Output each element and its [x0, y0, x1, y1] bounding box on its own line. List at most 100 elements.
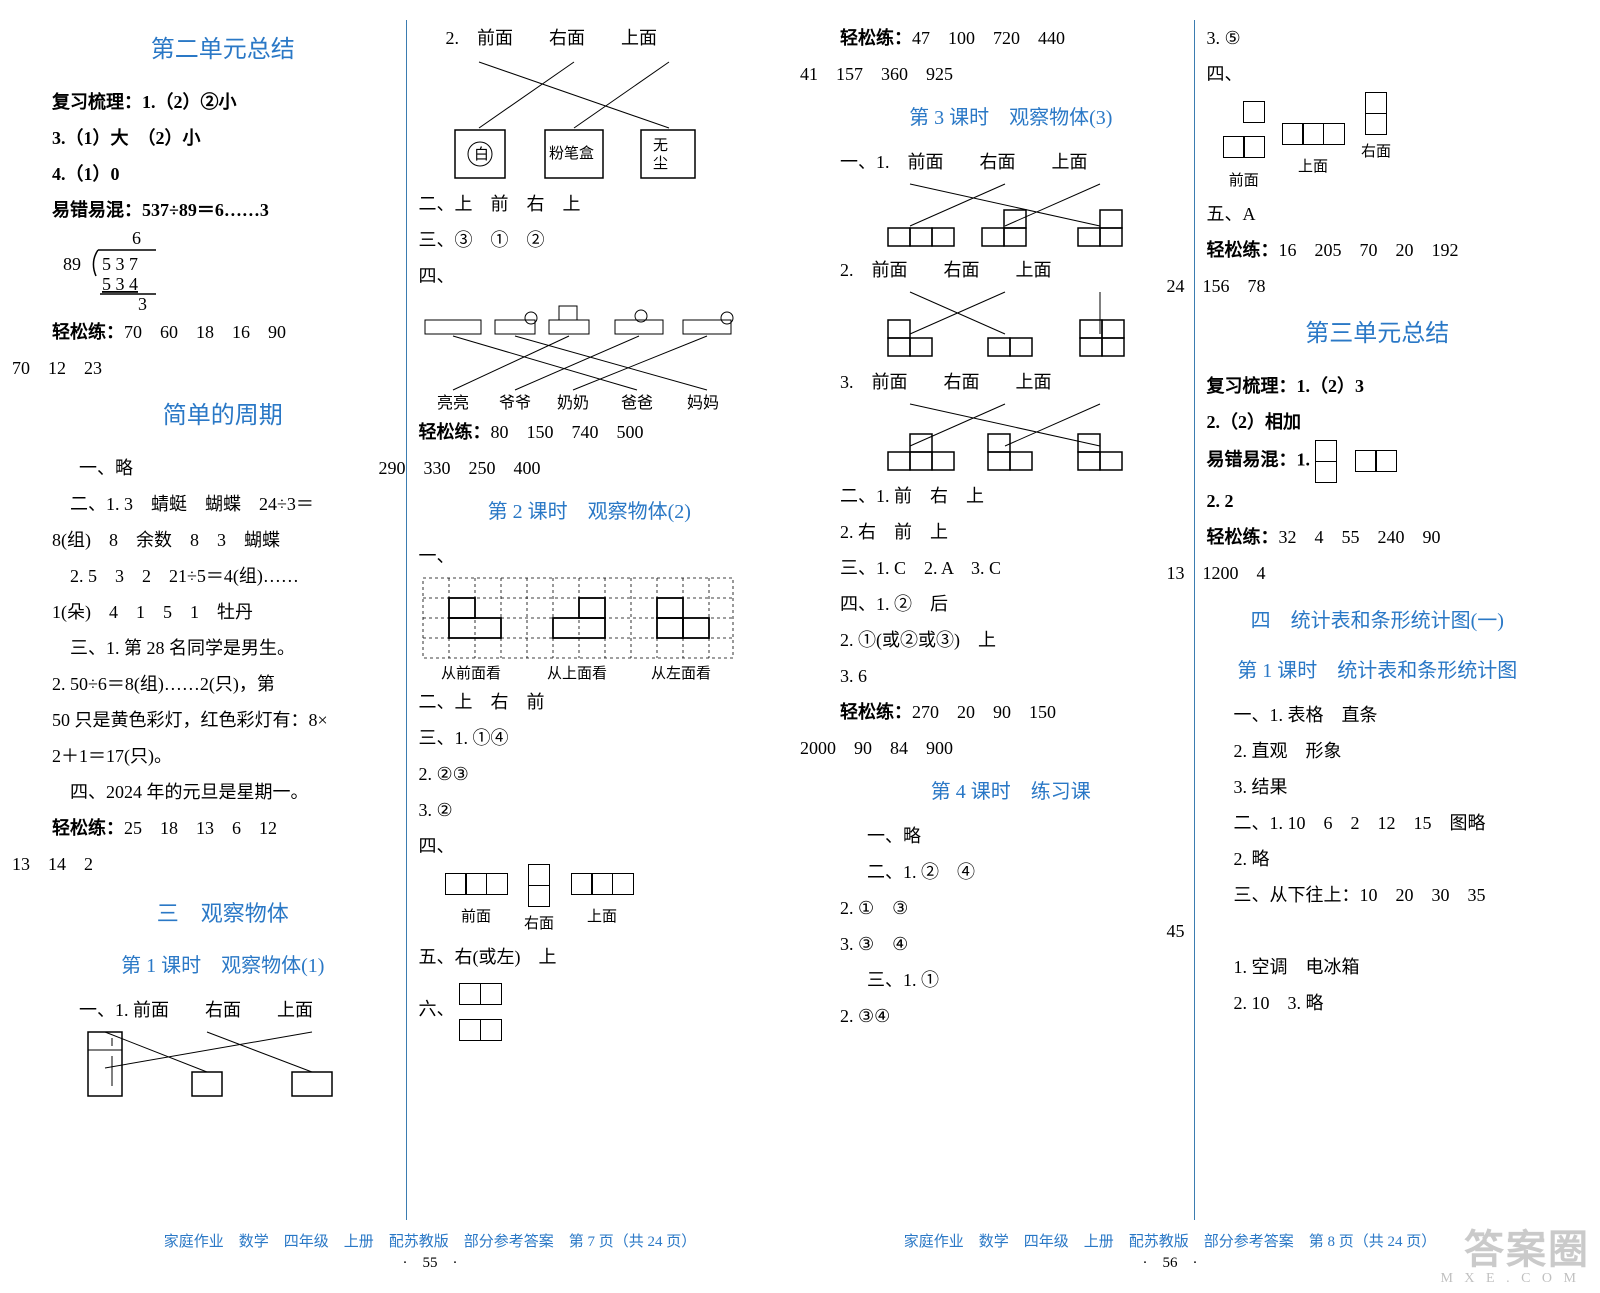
text: 3.（1）大 （2）小 [52, 120, 394, 156]
svg-text:白: 白 [474, 146, 489, 163]
label: 轻松练： [1207, 527, 1279, 547]
text: 45 [1167, 913, 1549, 949]
pagenum-55: · 55 · [403, 1251, 458, 1272]
column-4: 3. ⑤ 四、 前面 上面 右面 五、A 轻松练：16 205 70 20 19… [1195, 20, 1561, 1220]
column-1: 第二单元总结 复习梳理：1.（2）②小 3.（1）大 （2）小 4.（1）0 易… [40, 20, 407, 1220]
svg-text:爸爸: 爸爸 [621, 394, 653, 412]
text: 三、1. ① [840, 962, 1182, 998]
text: 3. ③ ④ [840, 926, 1182, 962]
text: 2.（2）相加 [1207, 404, 1549, 440]
text: 四、 [1207, 56, 1549, 92]
text: 2. 50÷6＝8(组)……2(只)，第 [52, 666, 394, 702]
column-3: 轻松练：47 100 720 440 41 157 360 925 第 3 课时… [800, 20, 1195, 1220]
text: 四、 [419, 828, 761, 864]
text: 2. ① ③ [840, 890, 1182, 926]
text: 三、③ ① ② [419, 222, 761, 258]
label: 轻松练： [1207, 240, 1279, 260]
column-2: 2. 前面 右面 上面 白 粉笔盒 无 尘 二、上 前 右 上 三、③ ① ② … [407, 20, 801, 1220]
text: 三、1. 第 28 名同学是男生。 [52, 630, 394, 666]
text: 2. 5 3 2 21÷5＝4(组)…… [52, 558, 394, 594]
values: 80 150 740 500 [491, 422, 644, 442]
svg-text:粉笔盒: 粉笔盒 [549, 145, 594, 162]
svg-text:奶奶: 奶奶 [557, 394, 589, 412]
svg-text:5 3 7: 5 3 7 [102, 254, 138, 274]
text: 13 1200 4 [1167, 555, 1549, 591]
text: 四、2024 年的元旦是星期一。 [52, 774, 394, 810]
svg-text:尘: 尘 [653, 155, 668, 172]
match-3-2 [870, 288, 1182, 364]
watermark: 答案圈 [1464, 1217, 1590, 1275]
text: 六、 [419, 975, 761, 1047]
text: 8(组) 8 余数 8 3 蝴蝶 [52, 522, 394, 558]
text: 一、1. 表格 直条 [1207, 697, 1549, 733]
heading-unit3: 三 观察物体 [52, 892, 394, 936]
text: 二、1. 10 6 2 12 15 图略 [1207, 805, 1549, 841]
svg-text:爷爷: 爷爷 [499, 394, 531, 412]
text: 复习梳理：1.（2）②小 [52, 84, 394, 120]
match-diagram-1 [82, 1028, 394, 1108]
values: 25 18 13 6 12 [124, 818, 277, 838]
pagenum-56: · 56 · [1143, 1251, 1198, 1272]
text: 四、 [419, 258, 761, 294]
text: 1(朵) 4 1 5 1 牡丹 [52, 594, 394, 630]
svg-text:89: 89 [63, 254, 81, 274]
text: 一、1. 前面 右面 上面 [840, 144, 1182, 180]
values: 32 4 55 240 90 [1279, 527, 1441, 547]
text: 二、1. 3 蜻蜓 蝴蝶 24÷3＝ [52, 486, 394, 522]
text: 三、1. C 2. A 3. C [840, 550, 1182, 586]
heading-lesson2: 第 2 课时 观察物体(2) [419, 492, 761, 532]
text: 50 只是黄色彩灯，红色彩灯有：8× [52, 702, 394, 738]
svg-text:从左面看: 从左面看 [651, 665, 711, 682]
heading-unit2-summary: 第二单元总结 [52, 26, 394, 74]
svg-text:无: 无 [653, 138, 668, 154]
text: 三、1. ①④ [419, 720, 761, 756]
footer-right: 家庭作业 数学 四年级 上册 配苏教版 部分参考答案 第 8 页（共 24 页） [904, 1230, 1437, 1251]
text: 3. 结果 [1207, 769, 1549, 805]
text: 二、上 前 右 上 [419, 186, 761, 222]
text: 2. 右 前 上 [840, 514, 1182, 550]
text: 1. 空调 电冰箱 [1207, 949, 1549, 985]
text: 二、1. ② ④ [840, 854, 1182, 890]
text: 2. ①(或②或③) 上 [840, 622, 1182, 658]
text: 3. 前面 右面 上面 [840, 364, 1182, 400]
text: 2. 前面 右面 上面 [840, 252, 1182, 288]
text: 3. ② [419, 792, 761, 828]
text: 2. ③④ [840, 998, 1182, 1034]
text: 70 12 23 [12, 350, 394, 386]
long-division: 6 89 5 3 7 5 3 4 3 [60, 228, 394, 314]
svg-text:从上面看: 从上面看 [547, 665, 607, 682]
match-3-3 [870, 400, 1182, 478]
text: 2. 直观 形象 [1207, 733, 1549, 769]
text: 2. ②③ [419, 756, 761, 792]
text: 一、1. 前面 右面 上面 [52, 992, 394, 1028]
values: 47 100 720 440 [912, 28, 1065, 48]
text: 四、1. ② 后 [840, 586, 1182, 622]
text: 2. 前面 右面 上面 [419, 20, 761, 56]
text: 3. 6 [840, 658, 1182, 694]
values: 70 60 18 16 90 [124, 322, 286, 342]
text: 一、略 [840, 818, 1182, 854]
footer-left: 家庭作业 数学 四年级 上册 配苏教版 部分参考答案 第 7 页（共 24 页） [164, 1230, 697, 1251]
text: 二、上 右 前 [419, 684, 761, 720]
label: 轻松练： [840, 28, 912, 48]
heading-u4-lesson1: 第 1 课时 统计表和条形统计图 [1207, 651, 1549, 691]
heading-lesson3: 第 3 课时 观察物体(3) [840, 98, 1182, 138]
label: 轻松练： [840, 702, 912, 722]
text: 2. 10 3. 略 [1207, 985, 1549, 1021]
text: 24 156 78 [1167, 268, 1549, 304]
match-3-1 [870, 180, 1182, 252]
values: 16 205 70 20 192 [1279, 240, 1459, 260]
text: 2. 2 [1207, 483, 1549, 519]
text: 一、 [419, 538, 761, 574]
text: 41 157 360 925 [800, 56, 1182, 92]
text: 2. 略 [1207, 841, 1549, 877]
text: 一、略 [52, 450, 394, 486]
heading-unit3-summary: 第三单元总结 [1207, 310, 1549, 358]
svg-text:3: 3 [138, 294, 147, 314]
text: 2＋1＝17(只)。 [52, 738, 394, 774]
text: 五、右(或左) 上 [419, 939, 761, 975]
page-numbers: · 55 · · 56 · [0, 1251, 1600, 1272]
heading-lesson1: 第 1 课时 观察物体(1) [52, 946, 394, 986]
shape-row-c4q4: 前面 上面 右面 [1217, 92, 1549, 196]
label: 轻松练： [419, 422, 491, 442]
